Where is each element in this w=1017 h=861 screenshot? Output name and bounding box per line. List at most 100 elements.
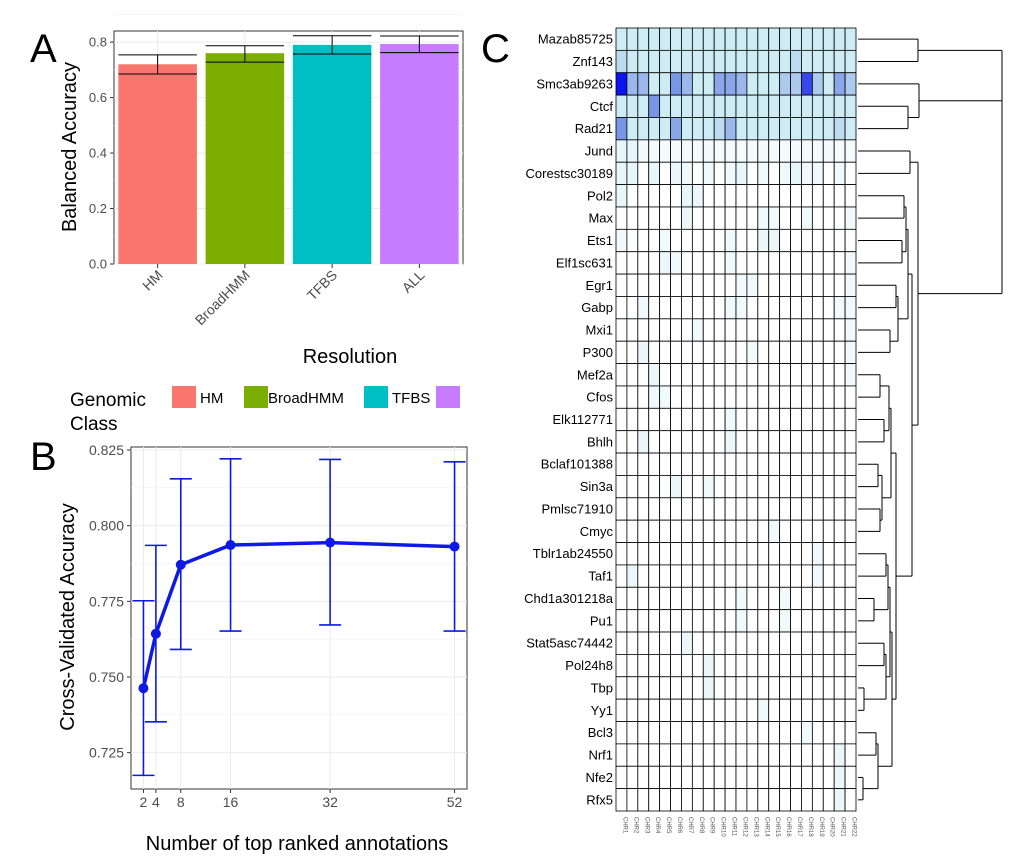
heatmap-row-label: Tblr1ab24550 <box>533 546 613 561</box>
heatmap-cell <box>768 139 781 163</box>
heatmap-cell <box>681 654 693 678</box>
heatmap-cell <box>822 94 835 118</box>
heatmap-row-label: Jund <box>585 144 613 159</box>
heatmap-cell <box>724 631 737 655</box>
heatmap-cell <box>691 765 704 790</box>
heatmap-cell <box>822 340 835 364</box>
heatmap-cell <box>670 788 682 812</box>
heatmap-cell <box>822 117 835 141</box>
heatmap-cell <box>779 452 791 476</box>
heatmap-cell <box>757 676 770 700</box>
heatmap-cell <box>724 340 737 364</box>
heatmap-cell <box>681 631 693 655</box>
heatmap-cell <box>681 385 693 409</box>
heatmap-cell <box>779 631 791 655</box>
heatmap-column-label: CHR16 <box>785 817 791 837</box>
heatmap-cell <box>790 586 802 611</box>
heatmap-cell <box>811 430 824 454</box>
panel-a-x-tick-label: BroadHMM <box>192 267 253 328</box>
heatmap-cell <box>822 743 835 767</box>
heatmap-cell <box>713 27 726 51</box>
heatmap-cell <box>670 519 682 543</box>
heatmap-cell <box>822 519 835 543</box>
heatmap-cell <box>779 743 791 767</box>
heatmap-cell <box>724 49 737 74</box>
heatmap-cell <box>648 564 661 588</box>
heatmap-cell <box>833 139 846 163</box>
heatmap-cell <box>659 676 671 700</box>
heatmap-cell <box>681 184 693 208</box>
heatmap-cell <box>670 139 682 163</box>
heatmap-cell <box>801 452 813 476</box>
heatmap-cell <box>833 475 846 499</box>
heatmap-cell <box>615 117 628 141</box>
heatmap-cell <box>844 519 857 543</box>
heatmap-cell <box>822 318 835 342</box>
heatmap-cell <box>833 273 846 297</box>
heatmap-cell <box>615 251 628 275</box>
heatmap-cell <box>779 542 791 566</box>
heatmap-cell <box>648 407 661 432</box>
heatmap-cell <box>757 564 770 588</box>
heatmap-cell <box>844 765 857 790</box>
heatmap-cell <box>713 765 726 790</box>
heatmap-row-label: Nrf1 <box>588 748 613 763</box>
heatmap-cell <box>615 519 628 543</box>
heatmap-cell <box>768 788 781 812</box>
heatmap-cell <box>637 497 650 521</box>
heatmap-cell <box>659 654 671 678</box>
heatmap-cell <box>833 72 846 96</box>
heatmap-cell <box>670 296 682 320</box>
heatmap-cell <box>637 475 650 499</box>
heatmap-cell <box>833 340 846 364</box>
heatmap-cell <box>626 654 639 678</box>
panel-a-y-tick-label: 0.8 <box>89 35 107 50</box>
heatmap-cell <box>833 206 846 230</box>
heatmap-cell <box>659 318 671 342</box>
heatmap-cell <box>659 564 671 588</box>
heatmap-cell <box>615 542 628 566</box>
heatmap-row-label: P300 <box>583 345 613 360</box>
heatmap-cell <box>713 586 726 611</box>
heatmap-cell <box>779 676 791 700</box>
heatmap-cell <box>811 654 824 678</box>
panel-b-x-tick-label: 16 <box>223 794 239 810</box>
heatmap-cell <box>702 49 715 74</box>
heatmap-column-label: CHR14 <box>763 817 769 837</box>
heatmap-cell <box>779 519 791 543</box>
heatmap-cell <box>768 206 781 230</box>
heatmap-cell <box>615 340 628 364</box>
heatmap-cell <box>681 698 693 722</box>
heatmap-cell <box>626 161 639 186</box>
heatmap-cell <box>768 631 781 655</box>
heatmap-cell <box>713 206 726 230</box>
heatmap-cell <box>833 497 846 521</box>
heatmap-cell <box>822 206 835 230</box>
heatmap-cell <box>822 609 835 633</box>
heatmap-cell <box>691 385 704 409</box>
heatmap-cell <box>659 363 671 387</box>
heatmap-cell <box>659 765 671 790</box>
heatmap-cell <box>724 184 737 208</box>
heatmap-column-label: CHR4 <box>654 817 660 834</box>
panel-b-letter: B <box>30 435 57 479</box>
heatmap-cell <box>811 586 824 611</box>
heatmap-cell <box>724 475 737 499</box>
heatmap-row-label: Stat5asc74442 <box>526 636 613 651</box>
heatmap-row-label: Pu1 <box>590 613 613 628</box>
heatmap-cell <box>801 542 813 566</box>
heatmap-cell <box>735 788 748 812</box>
heatmap-cell <box>735 184 748 208</box>
heatmap-cell <box>801 676 813 700</box>
heatmap-cell <box>735 296 748 320</box>
heatmap-cell <box>702 654 715 678</box>
heatmap-cell <box>713 564 726 588</box>
heatmap-column-label: CHR20 <box>829 817 835 837</box>
heatmap-cell <box>615 743 628 767</box>
heatmap-cell <box>691 788 704 812</box>
heatmap-cell <box>691 117 704 141</box>
heatmap-column-label: CHR13 <box>752 817 758 837</box>
heatmap-cell <box>779 228 791 253</box>
heatmap-cell <box>735 609 748 633</box>
panel-b-x-axis-title: Number of top ranked annotations <box>146 833 448 855</box>
